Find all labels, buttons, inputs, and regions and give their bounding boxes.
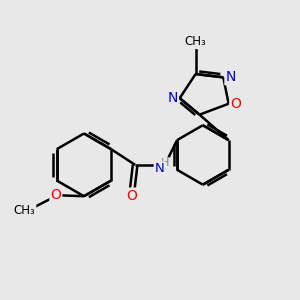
Text: N: N — [167, 91, 178, 105]
Text: CH₃: CH₃ — [14, 204, 35, 217]
Text: N: N — [225, 70, 236, 84]
Text: O: O — [230, 97, 241, 111]
Text: H: H — [161, 158, 169, 168]
Text: O: O — [50, 188, 61, 202]
Text: O: O — [126, 189, 137, 202]
Text: CH₃: CH₃ — [185, 35, 206, 48]
Text: N: N — [155, 162, 164, 175]
